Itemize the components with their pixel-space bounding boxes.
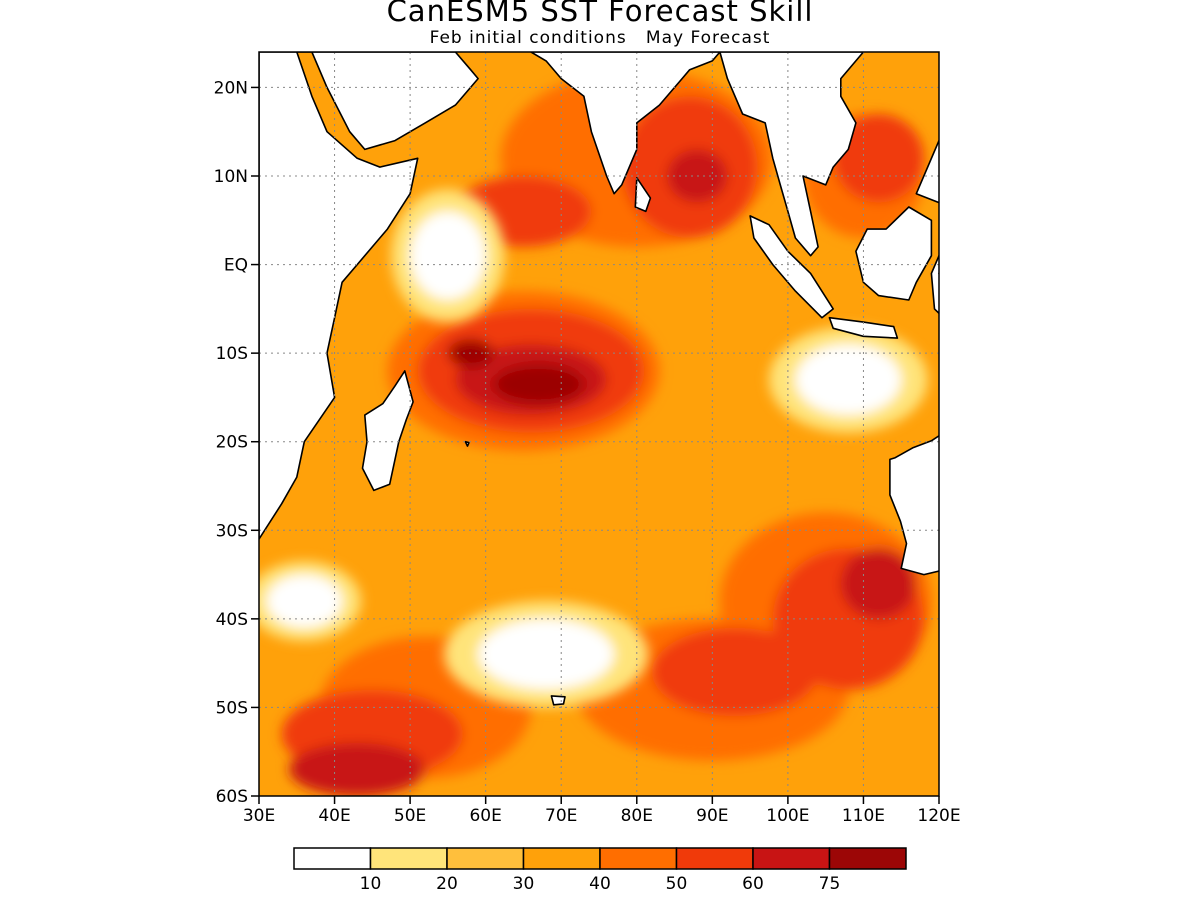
lat-tick-label: 10N	[214, 167, 248, 187]
low-skill-area	[266, 574, 343, 628]
colorbar-swatch	[369, 847, 448, 870]
grid-lines	[259, 52, 939, 796]
skill-area	[833, 114, 924, 203]
kerguelen-island	[550, 695, 566, 706]
colorbar-label: 50	[666, 874, 688, 894]
skill-area	[840, 548, 917, 619]
low-skill-areas	[259, 189, 928, 708]
colorbar-swatch	[752, 847, 831, 870]
skill-area	[289, 742, 426, 796]
lat-tick-label: 10S	[216, 344, 248, 364]
map-plot-area	[259, 52, 939, 796]
africa-landmass	[259, 52, 419, 540]
colorbar-swatch	[675, 847, 754, 870]
skill-contours	[281, 69, 932, 796]
colorbar-swatch	[293, 847, 372, 870]
lat-tick-label: 30S	[216, 521, 248, 541]
colorbar-swatch	[522, 847, 601, 870]
lon-tick-label: 70E	[545, 806, 577, 826]
longitude-axis: 30E 40E 50E 60E 70E 80E 90E 100E 110E 120E	[243, 796, 961, 826]
lat-tick-label: 20N	[214, 78, 248, 98]
lat-tick-label: 60S	[216, 787, 248, 807]
lat-tick-label: 50S	[216, 698, 248, 718]
colorbar-swatch	[828, 847, 907, 870]
arabia-landmass	[296, 52, 479, 151]
colorbar-swatch	[599, 847, 678, 870]
sulawesi-landmass	[930, 254, 939, 315]
sri-lanka-landmass	[634, 177, 652, 213]
lon-tick-label: 30E	[243, 806, 275, 826]
colorbar-label: 40	[589, 874, 611, 894]
colorbar-label: 10	[360, 874, 382, 894]
colorbar-swatch	[446, 847, 525, 870]
map-subtitle: Feb initial conditions May Forecast	[429, 28, 771, 48]
colorbar-label: 75	[819, 874, 841, 894]
mauritius-island	[464, 440, 470, 447]
lon-tick-label: 120E	[917, 806, 960, 826]
latitude-axis: 20N 10N EQ 10S 20S 30S 40S 50S 60S	[214, 78, 259, 807]
colorbar-label: 30	[513, 874, 535, 894]
map-title: CanESM5 SST Forecast Skill	[386, 0, 814, 28]
lon-tick-label: 90E	[696, 806, 728, 826]
plot-frame	[258, 51, 940, 797]
lon-tick-label: 100E	[766, 806, 809, 826]
low-skill-area	[795, 344, 902, 416]
lon-tick-label: 80E	[621, 806, 653, 826]
lon-tick-label: 40E	[318, 806, 350, 826]
borneo-landmass	[855, 206, 933, 301]
lat-tick-label: EQ	[224, 256, 248, 276]
colorbar-label: 60	[742, 874, 764, 894]
skill-area	[651, 627, 819, 717]
skill-area	[493, 364, 584, 404]
lat-tick-label: 40S	[216, 610, 248, 630]
colorbar-label: 20	[436, 874, 458, 894]
lon-tick-label: 110E	[842, 806, 885, 826]
lon-tick-label: 50E	[394, 806, 426, 826]
madagascar-landmass	[361, 370, 414, 492]
low-skill-area	[410, 211, 486, 300]
sumatra-landmass	[749, 215, 834, 319]
lat-tick-label: 20S	[216, 433, 248, 453]
low-skill-area	[478, 618, 615, 690]
lon-tick-label: 60E	[469, 806, 501, 826]
australia-landmass	[889, 434, 939, 576]
philippines-landmass	[915, 139, 939, 204]
indochina-landmass	[719, 52, 865, 257]
colorbar: 10 20 30 40 50 60 75	[293, 847, 907, 894]
